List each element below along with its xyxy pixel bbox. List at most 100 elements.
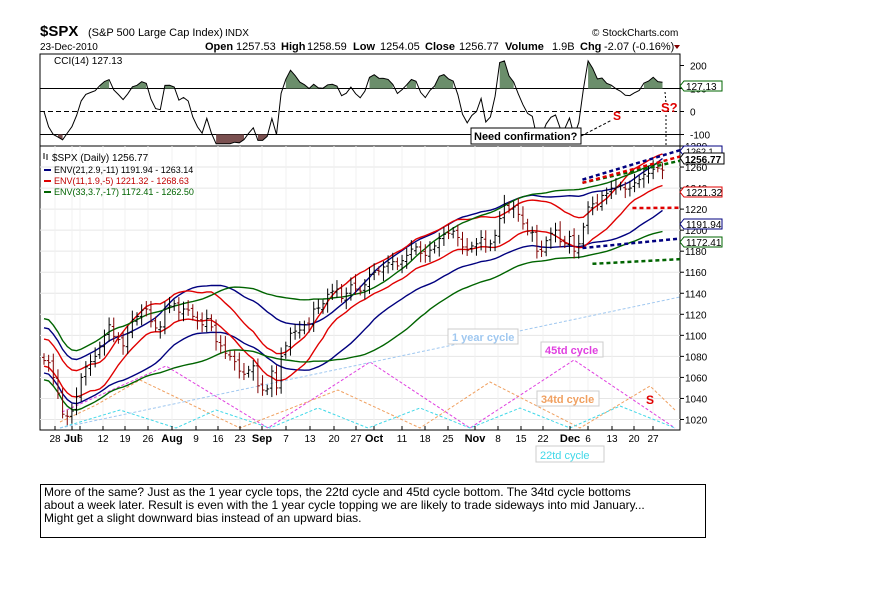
date-tick-label: 9 bbox=[193, 434, 199, 445]
cci-tick-label: 200 bbox=[690, 62, 707, 73]
env2-upper-projection bbox=[582, 155, 681, 185]
date-tick-label: 28 bbox=[49, 434, 61, 445]
cci-layer bbox=[43, 59, 663, 145]
date-tick-label: 16 bbox=[212, 434, 224, 445]
cci-tick-label: 0 bbox=[690, 108, 696, 119]
date-tick-label: 27 bbox=[350, 434, 362, 445]
env2-upper bbox=[43, 153, 663, 372]
price-tick-label: 1220 bbox=[685, 205, 708, 216]
env1-upper-projection bbox=[582, 149, 681, 181]
date-tick-label: 23 bbox=[234, 434, 246, 445]
year-cycle-label: 1 year cycle bbox=[452, 332, 514, 344]
date-tick-label: Oct bbox=[365, 433, 384, 445]
price-tick-label: 1040 bbox=[685, 394, 708, 405]
date-tick-label: Nov bbox=[465, 433, 487, 445]
price-axis: 1020 1040 1060 1080 1100 1120 1140 1160 1180 1200… bbox=[680, 142, 708, 426]
env3-lower-projection bbox=[592, 257, 681, 266]
cci-extreme-fill bbox=[132, 81, 147, 89]
price-tick-label: 1080 bbox=[685, 352, 708, 363]
date-tick-label: 8 bbox=[495, 434, 501, 445]
badge-env3-low: 1172.41 bbox=[679, 236, 723, 249]
volume-label: Volume bbox=[505, 41, 544, 53]
legend-env2: ENV(11,1.9,-5) 1221.32 - 1268.63 bbox=[54, 176, 189, 186]
cci-s-leader-top bbox=[664, 91, 667, 104]
cci-extreme-fill bbox=[99, 79, 110, 89]
index-name: (S&P 500 Large Cap Index) bbox=[88, 27, 223, 39]
price-tick-label: 1100 bbox=[685, 331, 707, 342]
legend-env1: ENV(21,2.9,-11) 1191.94 - 1263.14 bbox=[54, 165, 193, 175]
price-tick-label: 1180 bbox=[685, 247, 707, 258]
c34-cycle-label: 34td cycle bbox=[541, 394, 594, 406]
cci-extreme-fill bbox=[58, 134, 63, 140]
date-tick-label: Jul bbox=[64, 433, 80, 445]
date-tick-label: 13 bbox=[606, 434, 618, 445]
exchange: INDX bbox=[225, 28, 249, 39]
price-s-marker: S bbox=[646, 393, 654, 407]
price-tick-label: 1260 bbox=[685, 163, 708, 174]
down-arrow-icon bbox=[674, 45, 680, 49]
date-tick-label: 20 bbox=[628, 434, 640, 445]
cci-axis: -1000100200 bbox=[680, 62, 710, 142]
year-cycle-box bbox=[447, 328, 519, 345]
badge-env2-low: 1221.32 bbox=[679, 186, 723, 199]
close-value: 1256.77 bbox=[459, 41, 499, 53]
svg-text:1221.32: 1221.32 bbox=[686, 188, 723, 199]
chg-value: -2.07 (-0.16%) bbox=[604, 41, 674, 53]
legend-main: $SPX (Daily) 1256.77 bbox=[52, 153, 149, 164]
copyright: © StockCharts.com bbox=[592, 28, 678, 39]
env3-upper bbox=[43, 161, 663, 352]
open-label: Open bbox=[205, 41, 233, 53]
comment-line-1: More of the same? Just as the 1 year cyc… bbox=[44, 486, 631, 499]
env1-lower bbox=[43, 209, 663, 405]
quote-date: 23-Dec-2010 bbox=[40, 42, 98, 53]
comment-line-3: Might get a slight downward bias instead… bbox=[44, 512, 362, 525]
date-tick-label: Sep bbox=[252, 433, 272, 445]
cci-extreme-fill bbox=[643, 77, 663, 89]
c45-cycle-box bbox=[540, 341, 604, 358]
cci-s-question-marker: S? bbox=[661, 100, 678, 115]
price-tick-label: 1060 bbox=[685, 373, 708, 384]
date-tick-label: 20 bbox=[328, 434, 340, 445]
c34-cycle-box bbox=[536, 390, 600, 407]
envelope-projections bbox=[582, 149, 681, 266]
badge-env1-low: 1191.94 bbox=[679, 218, 723, 231]
cci-extreme-fill bbox=[434, 74, 454, 89]
commentary-box: More of the same? Just as the 1 year cyc… bbox=[40, 484, 706, 538]
chg-label: Chg bbox=[580, 41, 601, 53]
svg-text:1172.41: 1172.41 bbox=[686, 238, 722, 249]
price-tick-label: 1120 bbox=[685, 310, 707, 321]
date-tick-label: 25 bbox=[442, 434, 454, 445]
date-tick-label: Aug bbox=[161, 433, 182, 445]
cci-line bbox=[43, 59, 663, 145]
date-tick-label: 12 bbox=[97, 434, 109, 445]
date-tick-label: 6 bbox=[77, 434, 83, 445]
cci-extreme-fill bbox=[285, 70, 337, 89]
high-value: 1258.59 bbox=[307, 41, 347, 53]
price-tick-label: 1020 bbox=[685, 415, 708, 426]
cci-extreme-fill bbox=[499, 60, 514, 89]
cci-tick-label: -100 bbox=[690, 131, 710, 142]
price-bars bbox=[42, 160, 665, 426]
cci-extreme-fill bbox=[369, 74, 393, 89]
open-value: 1257.53 bbox=[236, 41, 276, 53]
c22-cycle-label: 22td cycle bbox=[540, 450, 590, 462]
cci-extreme-fill bbox=[257, 134, 268, 141]
confirmation-text: Need confirmation? bbox=[474, 131, 578, 143]
date-tick-label: 19 bbox=[119, 434, 131, 445]
comment-line-2: about a week later. Result is even with … bbox=[44, 499, 645, 512]
date-tick-label: 26 bbox=[142, 434, 154, 445]
env2-lower bbox=[43, 184, 663, 398]
cci-panel bbox=[39, 53, 681, 147]
symbol: $SPX bbox=[40, 23, 78, 40]
callout-leader bbox=[580, 119, 613, 137]
date-tick-label: 13 bbox=[304, 434, 316, 445]
env3-lower bbox=[43, 230, 663, 411]
low-value: 1254.05 bbox=[380, 41, 420, 53]
date-tick-label: 6 bbox=[585, 434, 591, 445]
close-label: Close bbox=[425, 41, 455, 53]
svg-text:1262.1: 1262.1 bbox=[686, 147, 714, 157]
cci-extreme-fill bbox=[588, 60, 612, 89]
badge-close: 1256.77 bbox=[679, 152, 725, 166]
svg-text:1191.94: 1191.94 bbox=[686, 220, 722, 231]
